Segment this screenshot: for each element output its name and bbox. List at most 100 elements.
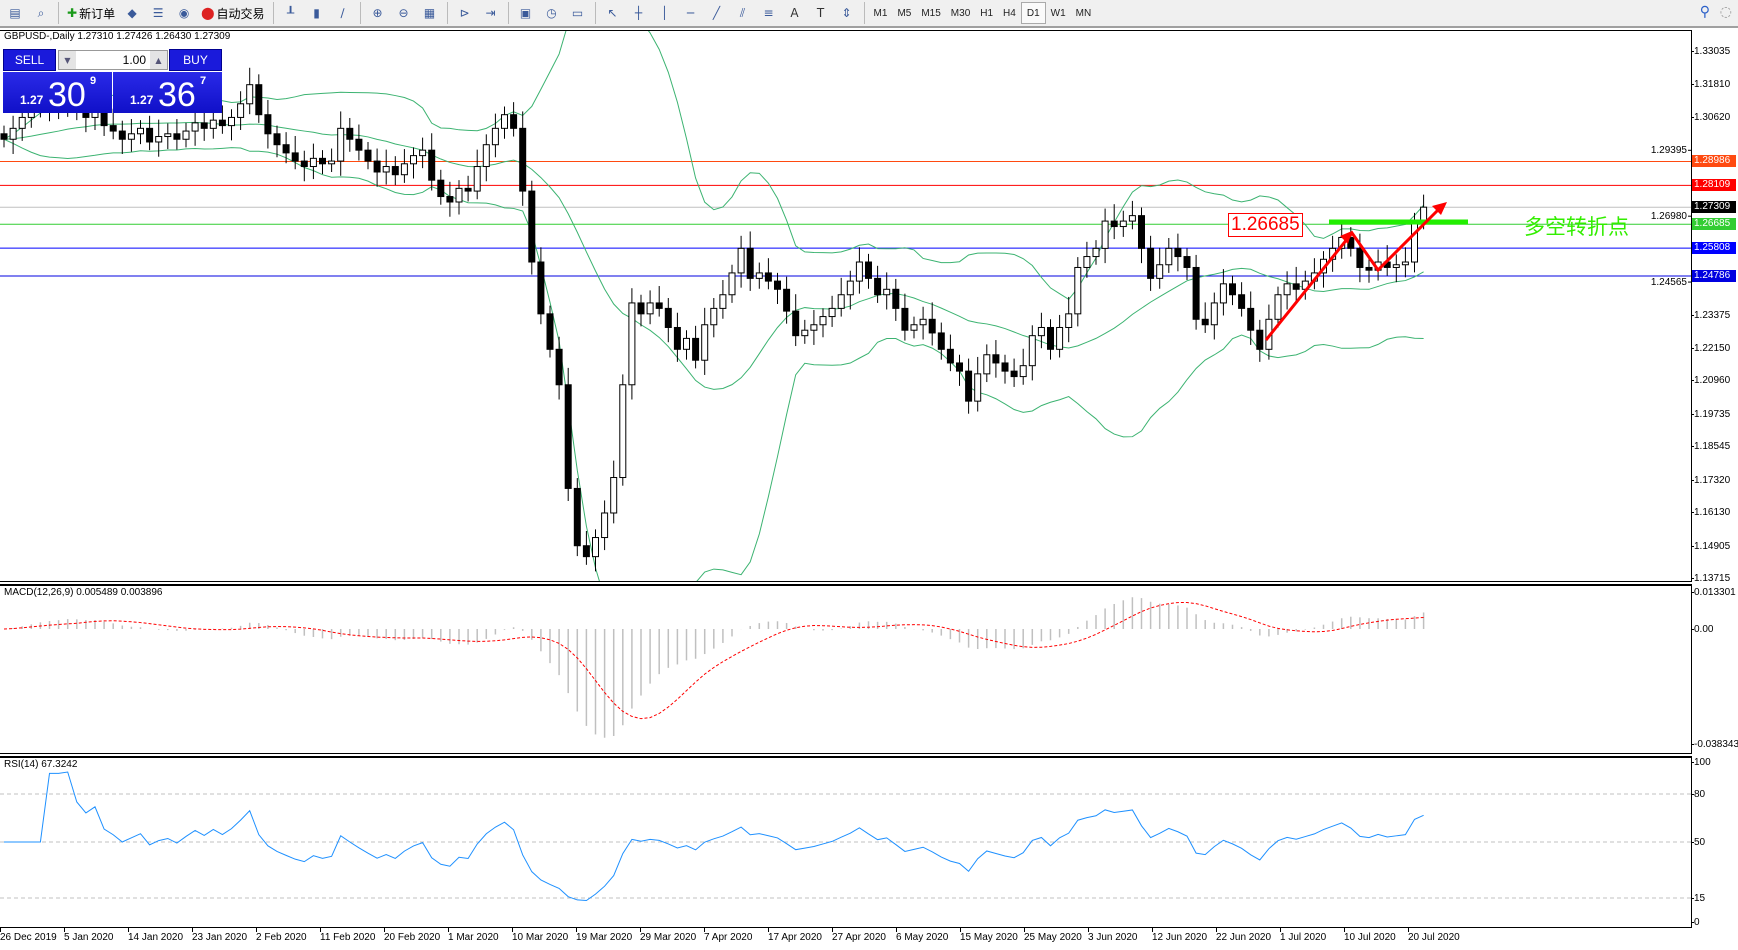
candle-body	[137, 127, 144, 135]
zoom-window-button[interactable]: ⌕	[30, 2, 52, 24]
fibonacci-button[interactable]: ≡	[758, 2, 780, 24]
text-button[interactable]: A	[784, 2, 806, 24]
candle-body	[437, 179, 445, 198]
buy-price[interactable]: 1.27 36 7	[113, 72, 222, 113]
zoom-in-button[interactable]: ⊕	[367, 2, 389, 24]
price-tick: 1.22150	[1690, 342, 1731, 354]
line-chart-button[interactable]: ∕	[332, 2, 354, 24]
templates-button[interactable]: ▭	[567, 2, 589, 24]
candle-body	[846, 280, 854, 296]
bar-chart-icon: ┸	[286, 6, 295, 20]
text-label-icon: T	[816, 6, 825, 20]
new-order-button[interactable]: ✚ 新订单	[65, 2, 117, 24]
date-tick: 11 Feb 2020	[320, 928, 376, 943]
candle-body	[200, 122, 208, 129]
candle-body	[1210, 302, 1218, 326]
auto-trading-button[interactable]: ⬤ 自动交易	[199, 2, 266, 24]
arrows-button[interactable]: ⇕	[836, 2, 858, 24]
text-label-button[interactable]: T	[810, 2, 832, 24]
periods-button[interactable]: ◷	[541, 2, 563, 24]
indicators-icon: ▣	[519, 6, 532, 20]
zoom-out-button[interactable]: ⊖	[393, 2, 415, 24]
candle-body	[510, 114, 518, 129]
lot-input[interactable]: 1.00	[122, 53, 146, 67]
turning-point-annotation[interactable]: 多空转折点	[1524, 215, 1629, 239]
autoscroll-icon: ⇥	[485, 6, 496, 20]
navigator-button[interactable]: ☰	[147, 2, 169, 24]
candle-body	[1238, 294, 1246, 309]
date-tick: 15 May 2020	[960, 928, 1018, 943]
rsi-tick: 15	[1690, 893, 1706, 904]
horizontal-line-button[interactable]: ─	[680, 2, 702, 24]
candle-body	[491, 127, 499, 146]
price-plot	[0, 31, 1691, 581]
cursor-button[interactable]: ↖	[602, 2, 624, 24]
toolbar-separator	[594, 2, 596, 24]
date-tick: 3 Jun 2020	[1088, 928, 1138, 943]
candle-body	[755, 272, 763, 279]
crosshair-button[interactable]: ┼	[628, 2, 650, 24]
autoscroll-button[interactable]: ⇥	[480, 2, 502, 24]
candle-body	[710, 307, 718, 326]
timeframe-m1[interactable]: M1	[873, 7, 888, 19]
sell-price-big: 1.27	[20, 93, 44, 107]
metaeditor-button[interactable]: ◆	[121, 2, 143, 24]
main-chart-panel[interactable]	[0, 30, 1692, 582]
indicators-button[interactable]: ▣	[515, 2, 537, 24]
timeframe-d1[interactable]: D1	[1020, 2, 1046, 24]
sell-price[interactable]: 1.27 30 9	[3, 72, 112, 113]
timeframe-m5[interactable]: M5	[897, 7, 912, 19]
level-annotation-label[interactable]: 1.26685	[1228, 213, 1303, 237]
trendline-button[interactable]: ╱	[706, 2, 728, 24]
chart-shift-button[interactable]: ⊳	[454, 2, 476, 24]
horizontal-line-icon: ─	[686, 6, 695, 20]
timeframe-h4[interactable]: H4	[1003, 7, 1016, 19]
candle-body	[983, 354, 991, 375]
vertical-line-button[interactable]: │	[654, 2, 676, 24]
buy-price-fraction: 7	[200, 75, 207, 87]
chart-window-button[interactable]: ▤	[4, 2, 26, 24]
candle-body	[692, 337, 700, 361]
cursor-icon: ↖	[607, 6, 618, 20]
timeframe-m30[interactable]: M30	[950, 7, 971, 19]
candle-body	[1110, 220, 1118, 228]
date-tick: 2 Feb 2020	[256, 928, 307, 943]
date-tick: 20 Jul 2020	[1408, 928, 1460, 943]
community-icon[interactable]: ◌	[1719, 4, 1732, 20]
candle-body	[319, 157, 326, 165]
tile-windows-icon: ▦	[423, 6, 436, 20]
buy-price-pips: 36	[158, 76, 196, 114]
date-tick: 29 Mar 2020	[640, 928, 697, 943]
timeframe-h1[interactable]: H1	[980, 7, 994, 19]
search-icon[interactable]: ⚲	[1699, 4, 1710, 20]
candlestick-button[interactable]: ▮	[306, 2, 328, 24]
signals-button[interactable]: ◉	[173, 2, 195, 24]
candle-body	[855, 261, 863, 282]
candle-body	[1001, 362, 1009, 372]
timeframe-mn[interactable]: MN	[1075, 7, 1092, 19]
sell-button[interactable]: SELL	[3, 49, 56, 71]
timeframe-w1[interactable]: W1	[1050, 7, 1066, 19]
price-tick: 1.24565	[1649, 277, 1688, 289]
equidistant-channel-button[interactable]: ⫽	[732, 2, 754, 24]
candle-body	[837, 294, 845, 309]
date-tick: 12 Jun 2020	[1152, 928, 1208, 943]
buy-button[interactable]: BUY	[169, 49, 222, 71]
date-tick: 17 Apr 2020	[768, 928, 822, 943]
tile-windows-button[interactable]: ▦	[419, 2, 441, 24]
price-tick: 1.18545	[1690, 441, 1731, 453]
date-tick: 1 Jul 2020	[1280, 928, 1327, 943]
timeframe-m15[interactable]: M15	[921, 7, 941, 19]
candle-body	[956, 362, 963, 372]
candle-body	[564, 384, 572, 489]
bollinger-lower	[3, 138, 1424, 581]
bar-chart-button[interactable]: ┸	[280, 2, 302, 24]
candle-body	[555, 348, 563, 386]
candle-body	[9, 127, 17, 140]
candle-body	[1010, 370, 1018, 378]
candle-body	[1229, 283, 1236, 296]
macd-panel[interactable]	[0, 584, 1692, 754]
decrease-lot-icon[interactable]: ▼	[59, 51, 76, 69]
lot-stepper[interactable]: ▼ 1.00 ▲	[58, 50, 168, 70]
increase-lot-icon[interactable]: ▲	[150, 51, 167, 69]
